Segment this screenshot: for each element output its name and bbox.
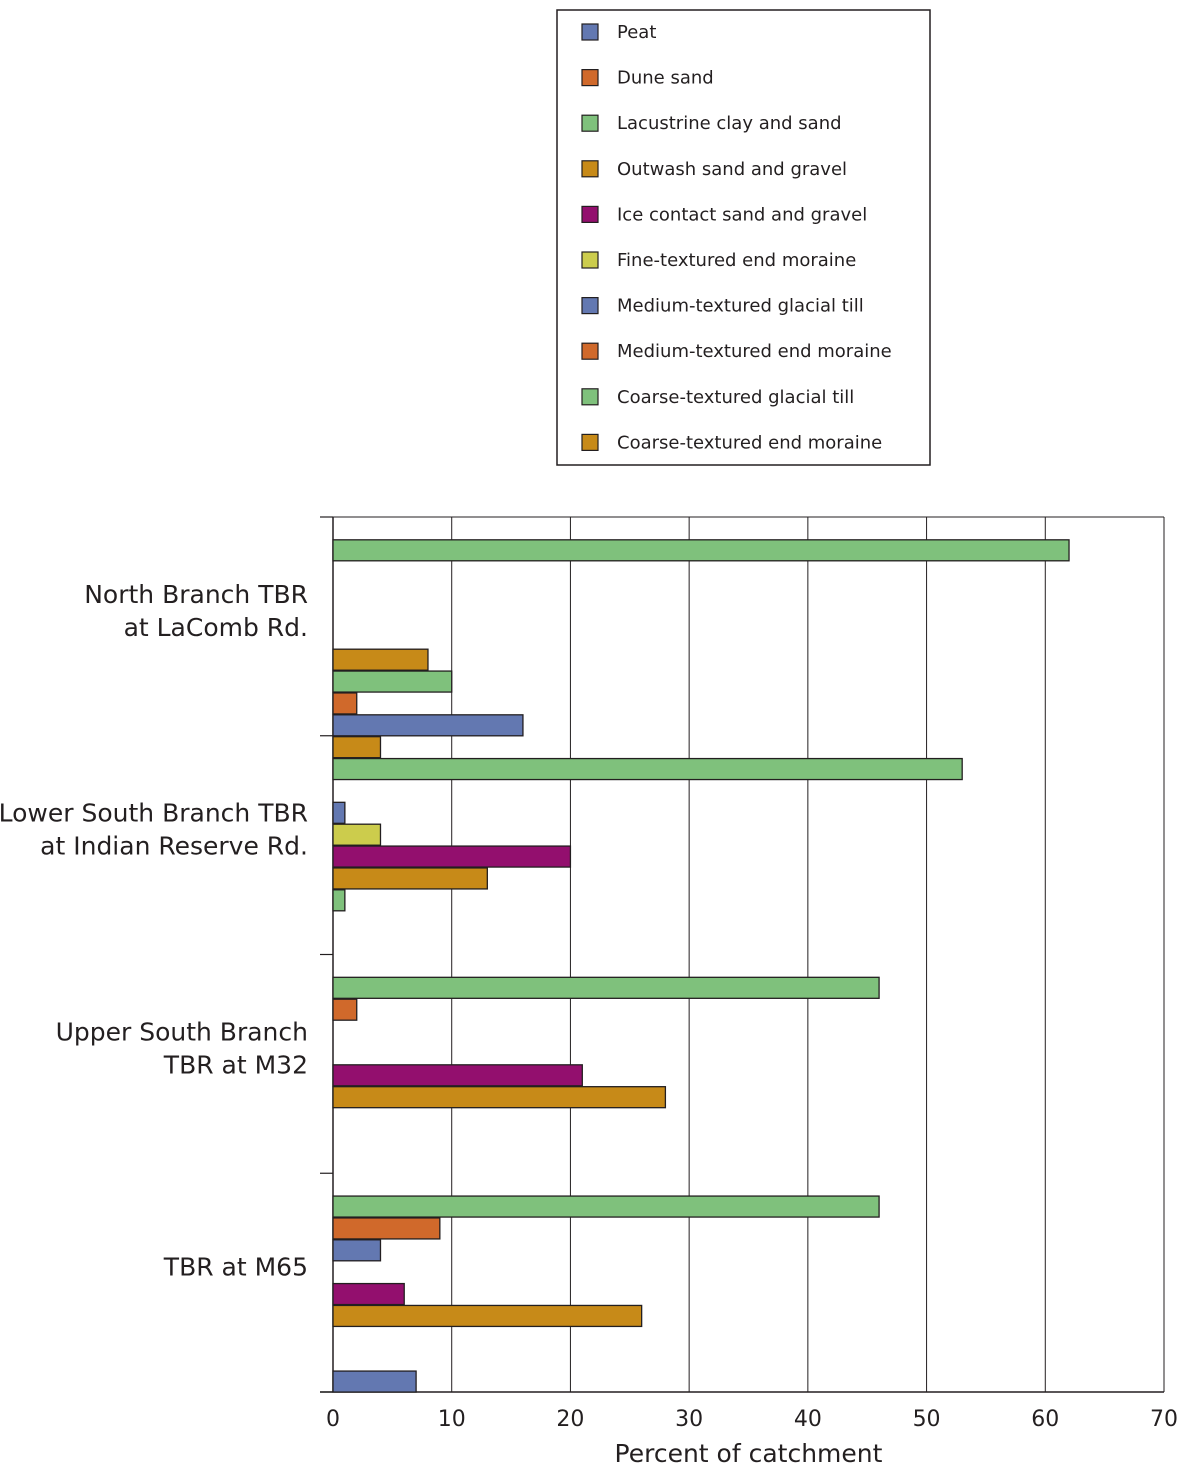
- bar-upper-south-branch-tbr-at-m32-ice-contact-sand-and-gravel: [332, 1064, 583, 1087]
- legend-label-dune-sand: Dune sand: [617, 68, 714, 89]
- x-tick-label-70: 70: [1150, 1407, 1178, 1432]
- legend: Peat Dune sand Lacustrine clay and sand Out…: [556, 9, 931, 466]
- bar-upper-south-branch-tbr-at-m32-medium-textured-end-moraine: [332, 998, 358, 1021]
- legend-box: [556, 9, 931, 466]
- bar-tbr-at-m65-medium-textured-end-moraine: [332, 1217, 441, 1240]
- legend-label-medium-textured-end-moraine: Medium-textured end moraine: [617, 341, 892, 362]
- bar-tbr-at-m65-ice-contact-sand-and-gravel: [332, 1282, 405, 1306]
- x-tick-label-30: 30: [675, 1407, 703, 1432]
- legend-swatch-peat: [581, 23, 599, 41]
- bar-tbr-at-m65-peat: [332, 1370, 417, 1393]
- bar-north-branch-tbr-at-lacomb-rd-lacustrine-clay-and-sand: [332, 670, 453, 693]
- category-label-north-branch-tbr-at-lacomb-rd-line-2: at LaComb Rd.: [124, 613, 308, 642]
- legend-swatch-dune-sand: [581, 68, 599, 87]
- bar-north-branch-tbr-at-lacomb-rd-outwash-sand-and-gravel: [332, 648, 429, 671]
- x-tick-label-0: 0: [326, 1407, 340, 1432]
- legend-label-lacustrine-clay-and-sand: Lacustrine clay and sand: [617, 113, 842, 134]
- x-tick-label-10: 10: [438, 1407, 466, 1432]
- bar-tbr-at-m65-outwash-sand-and-gravel: [332, 1304, 643, 1328]
- bar-lower-south-branch-tbr-at-indian-reserve-rd-lacustrine-clay-and-sand: [332, 889, 346, 912]
- bar-lower-south-branch-tbr-at-indian-reserve-rd-medium-textured-glacial-till: [332, 801, 346, 824]
- category-label-lower-south-branch-tbr-at-indian-reserve-rd-line-1: Lower South Branch TBR: [0, 799, 308, 828]
- bar-upper-south-branch-tbr-at-m32-coarse-textured-glacial-till: [332, 976, 880, 999]
- legend-swatch-outwash-sand-and-gravel: [581, 160, 599, 178]
- x-tick-label-60: 60: [1031, 1407, 1059, 1432]
- legend-swatch-medium-textured-end-moraine: [581, 342, 599, 360]
- legend-label-peat: Peat: [617, 22, 656, 43]
- legend-label-medium-textured-glacial-till: Medium-textured glacial till: [617, 296, 864, 317]
- category-label-north-branch-tbr-at-lacomb-rd-line-1: North Branch TBR: [84, 580, 308, 609]
- legend-swatch-lacustrine-clay-and-sand: [581, 114, 599, 132]
- category-label-lower-south-branch-tbr-at-indian-reserve-rd-line-2: at Indian Reserve Rd.: [40, 832, 308, 861]
- legend-swatch-fine-textured-end-moraine: [581, 251, 599, 269]
- legend-swatch-coarse-textured-end-moraine: [581, 433, 599, 451]
- legend-label-fine-textured-end-moraine: Fine-textured end moraine: [617, 250, 856, 271]
- legend-swatch-coarse-textured-glacial-till: [581, 388, 599, 406]
- legend-label-outwash-sand-and-gravel: Outwash sand and gravel: [617, 159, 847, 180]
- legend-swatch-medium-textured-glacial-till: [581, 297, 599, 315]
- bar-north-branch-tbr-at-lacomb-rd-dune-sand: [332, 692, 358, 715]
- x-tick-label-40: 40: [794, 1407, 822, 1432]
- bar-tbr-at-m65-medium-textured-glacial-till: [332, 1239, 382, 1262]
- bar-tbr-at-m65-coarse-textured-glacial-till: [332, 1195, 880, 1218]
- category-label-upper-south-branch-tbr-at-m32-line-1: Upper South Branch: [56, 1017, 308, 1046]
- bar-north-branch-tbr-at-lacomb-rd-coarse-textured-glacial-till: [332, 539, 1070, 562]
- bar-lower-south-branch-tbr-at-indian-reserve-rd-coarse-textured-end-moraine: [332, 736, 382, 759]
- x-tick-label-20: 20: [556, 1407, 584, 1432]
- bar-lower-south-branch-tbr-at-indian-reserve-rd-outwash-sand-and-gravel: [332, 867, 488, 890]
- bar-lower-south-branch-tbr-at-indian-reserve-rd-ice-contact-sand-and-gravel: [332, 845, 572, 868]
- x-axis-title: Percent of catchment: [615, 1439, 883, 1468]
- bar-lower-south-branch-tbr-at-indian-reserve-rd-coarse-textured-glacial-till: [332, 757, 963, 781]
- legend-swatch-ice-contact-sand-and-gravel: [581, 205, 599, 223]
- bar-upper-south-branch-tbr-at-m32-outwash-sand-and-gravel: [332, 1086, 667, 1109]
- legend-label-ice-contact-sand-and-gravel: Ice contact sand and gravel: [617, 204, 867, 225]
- legend-label-coarse-textured-end-moraine: Coarse-textured end moraine: [617, 432, 882, 453]
- category-label-tbr-at-m65-line-1: TBR at M65: [163, 1253, 308, 1282]
- x-tick-label-50: 50: [913, 1407, 941, 1432]
- legend-label-coarse-textured-glacial-till: Coarse-textured glacial till: [617, 387, 854, 408]
- plot-area: 0 10 20 30 40 50 60 70 Percent of catchment North…: [0, 516, 1178, 1468]
- bar-north-branch-tbr-at-lacomb-rd-peat: [332, 714, 524, 737]
- bar-lower-south-branch-tbr-at-indian-reserve-rd-fine-textured-end-moraine: [332, 823, 382, 846]
- category-label-upper-south-branch-tbr-at-m32-line-2: TBR at M32: [163, 1050, 308, 1079]
